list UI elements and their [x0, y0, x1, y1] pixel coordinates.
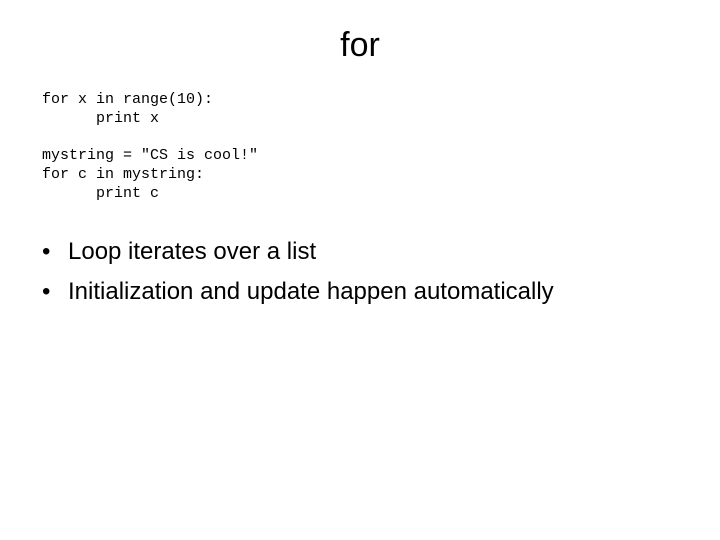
bullet-text: Initialization and update happen automat… [68, 274, 680, 310]
bullet-dot-icon: • [42, 274, 68, 310]
bullet-dot-icon: • [42, 234, 68, 270]
code-line: mystring = "CS is cool!" [42, 147, 258, 164]
code-line: for c in mystring: [42, 166, 204, 183]
bullet-item: • Initialization and update happen autom… [42, 274, 680, 310]
slide: for for x in range(10): print x mystring… [0, 0, 720, 540]
code-line: print c [42, 185, 159, 202]
code-line: for x in range(10): [42, 91, 213, 108]
bullet-list: • Loop iterates over a list • Initializa… [42, 234, 680, 310]
code-block: for x in range(10): print x mystring = "… [42, 91, 720, 204]
bullet-item: • Loop iterates over a list [42, 234, 680, 270]
bullet-text: Loop iterates over a list [68, 234, 680, 270]
slide-title: for [0, 0, 720, 83]
code-line: print x [42, 110, 159, 127]
